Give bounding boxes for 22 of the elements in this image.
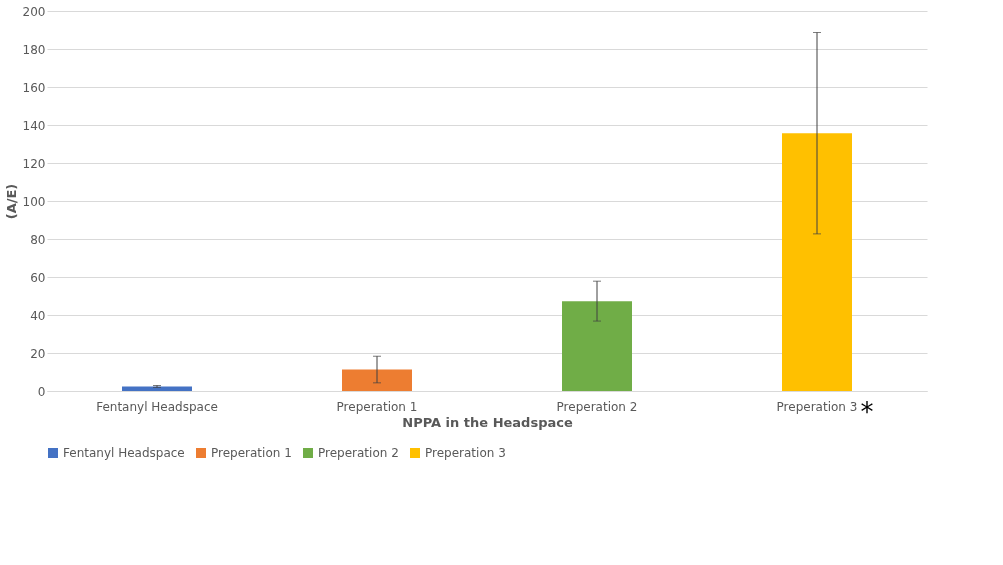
y-tick-label: 60 [30, 270, 46, 285]
y-tick-label: 80 [30, 232, 46, 247]
y-tick-label: 20 [30, 346, 46, 361]
y-tick-label: 120 [22, 156, 46, 171]
y-axis-title: (A/E) [3, 183, 19, 220]
y-tick-label: 0 [37, 384, 46, 399]
y-tick-label: 160 [22, 80, 46, 95]
text: * [860, 397, 874, 427]
x-axis-title: NPPA in the Headspace [402, 414, 573, 430]
y-tick-label: 180 [22, 42, 46, 57]
y-tick-label: 200 [22, 4, 46, 19]
legend-label: Preperation 2 [318, 446, 399, 460]
legend-label: Fentanyl Headspace [63, 446, 185, 460]
x-tick-label: Preperation 2 [556, 399, 638, 414]
x-tick-label: Preperation 3 [776, 399, 858, 414]
y-tick-label: 40 [30, 308, 46, 323]
x-tick-label: Fentanyl Headspace [96, 399, 218, 414]
y-tick-label: 140 [22, 118, 46, 133]
legend-label: Preperation 3 [425, 446, 506, 460]
legend-label: Preperation 1 [211, 446, 292, 460]
x-tick-label: Preperation 1 [336, 399, 418, 414]
y-tick-label: 100 [22, 194, 46, 209]
